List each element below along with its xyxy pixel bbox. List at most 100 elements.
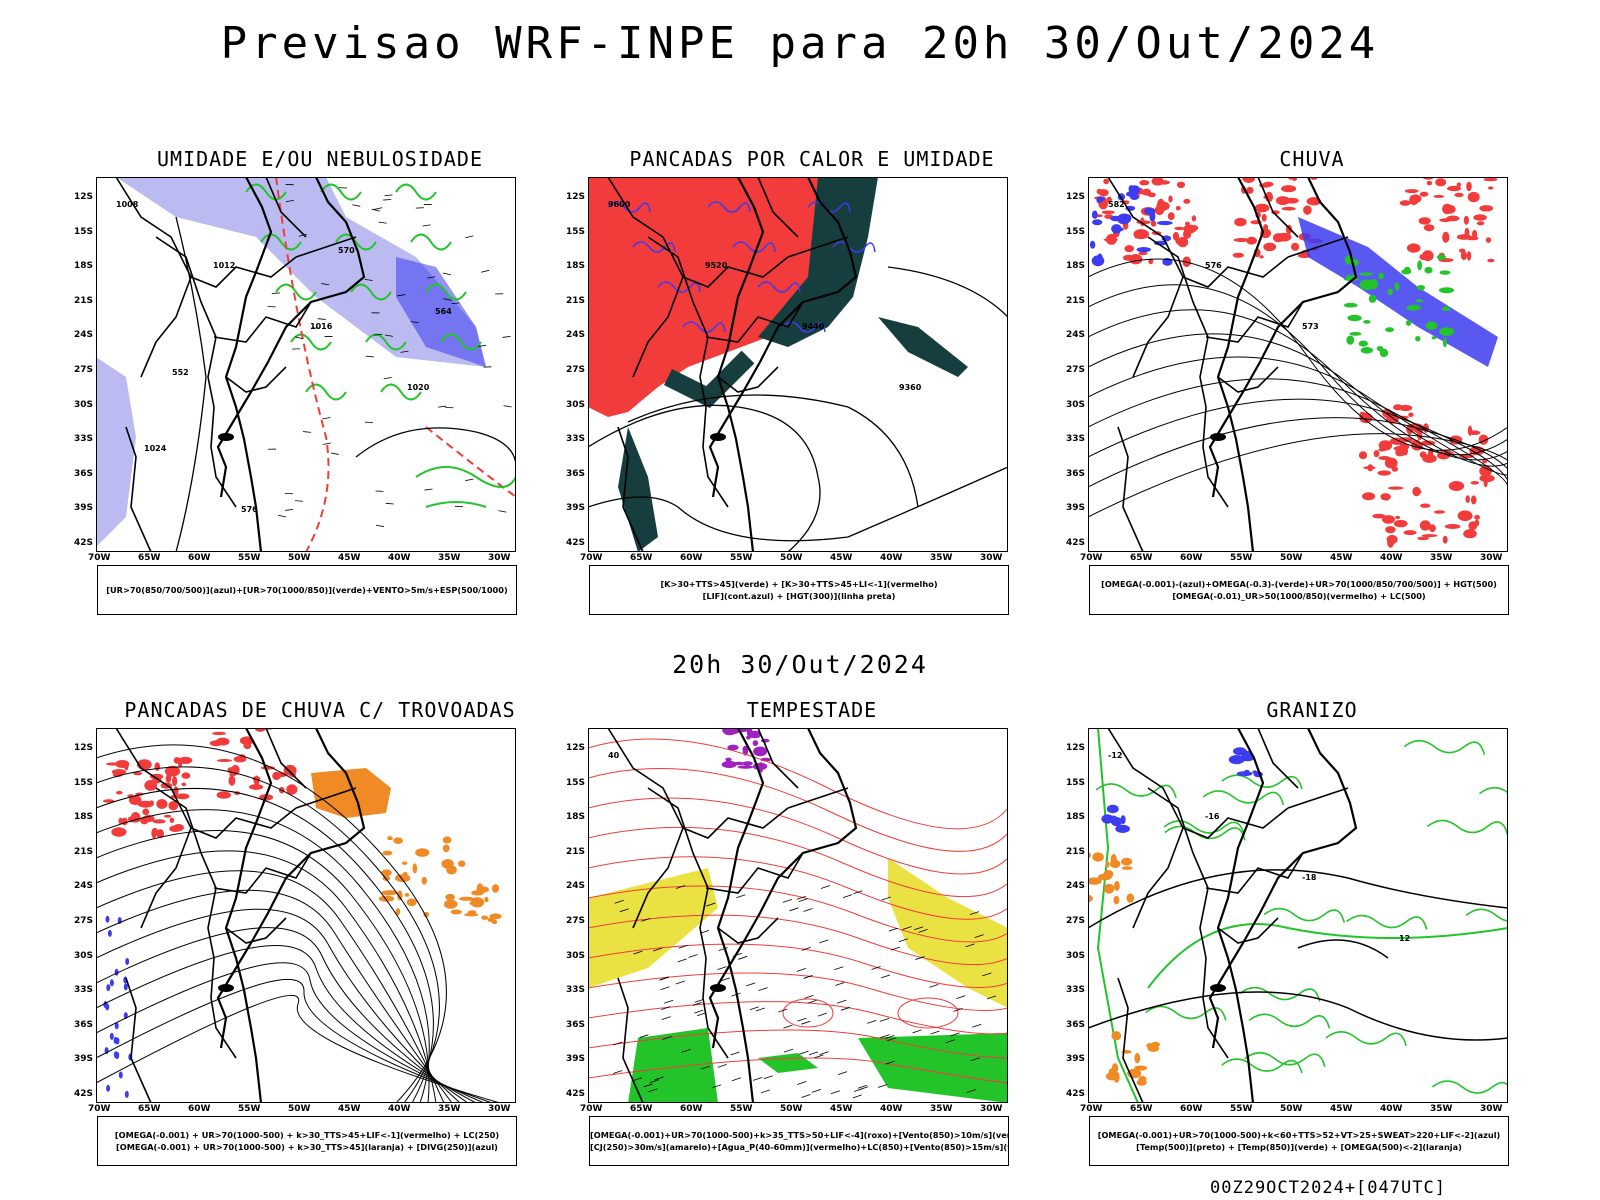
lon-tick-label: 30W: [1480, 553, 1503, 563]
state-border: [115, 177, 297, 288]
thunderstorm-cell-red: [111, 769, 127, 775]
divergence-marker: [114, 1022, 119, 1030]
wind-vector: [678, 944, 688, 949]
contour-label: 573: [1302, 322, 1319, 331]
rain-cell-green: [1439, 270, 1451, 275]
lon-tick-label: 50W: [288, 1104, 311, 1114]
map-chuva: 582 576 573: [1088, 177, 1508, 552]
wind-vector: [956, 995, 966, 999]
hail-cell-blue: [1235, 757, 1248, 762]
wind-vector: [746, 982, 756, 987]
wind-vector: [660, 986, 670, 991]
wind-vector: [442, 272, 452, 276]
rain-cell-red: [1442, 203, 1452, 215]
lifted-index-contour: [632, 241, 676, 253]
rain-cell-red: [1150, 220, 1157, 227]
panel-title: UMIDADE E/OU NEBULOSIDADE: [156, 147, 484, 171]
wind-vector: [711, 1084, 722, 1089]
wind-vector: [888, 927, 899, 932]
lat-tick-label: 18S: [74, 261, 94, 272]
rain-cell-red: [1191, 215, 1197, 222]
wind-vector: [619, 908, 629, 913]
lon-tick-label: 65W: [630, 1104, 653, 1114]
lat-tick-label: 18S: [74, 812, 94, 823]
rain-cell-red: [1242, 177, 1256, 183]
rain-cell-red: [1483, 477, 1488, 488]
divergence-marker: [118, 1071, 123, 1079]
state-border: [757, 728, 799, 789]
lat-tick-label: 36S: [1066, 468, 1086, 479]
state-border: [1202, 406, 1229, 508]
rain-cell-red: [1456, 182, 1461, 188]
wind-vector: [859, 1086, 869, 1090]
rain-cell-red: [1470, 495, 1477, 505]
rain-cell-green: [1363, 320, 1371, 324]
streamline: [1088, 398, 1508, 499]
coastline: [224, 177, 273, 552]
wind-vector: [364, 279, 373, 281]
wind-vector: [692, 1002, 702, 1006]
low-humidity-contour: [395, 183, 437, 201]
wind-vector: [796, 895, 806, 900]
divergence-marker: [106, 984, 111, 992]
coastline: [1216, 728, 1265, 1103]
lifted-index-contour: [607, 201, 651, 213]
wind-vector: [303, 431, 312, 433]
temp-500-contour: [1297, 939, 1389, 959]
lat-tick-label: 18S: [1066, 261, 1086, 272]
legend-line: [OMEGA(-0.001)-(azul)+OMEGA(-0.3)-(verde…: [1101, 579, 1497, 589]
severe-cell-purple: [753, 746, 768, 757]
contour-label: 570: [338, 246, 355, 255]
rain-cell-red: [1177, 236, 1189, 248]
rain-cell-green: [1417, 260, 1422, 271]
height-contour: [588, 404, 821, 552]
thunderstorm-cell-red: [229, 773, 236, 777]
map-layer: 1008 1012 1016 1020 1024 576 570 564 552: [96, 177, 516, 552]
wind-vector: [885, 1035, 895, 1039]
lon-tick-label: 35W: [438, 553, 461, 563]
lifted-index-contour: [732, 241, 776, 253]
lat-tick-label: 33S: [74, 434, 94, 445]
state-border: [702, 957, 729, 1059]
temp-500-contour: [1088, 869, 1508, 929]
state-border: [647, 787, 709, 959]
lon-tick-label: 55W: [238, 553, 261, 563]
state-border: [155, 236, 217, 408]
convective-cell-orange: [445, 893, 455, 901]
lat-tick-label: 27S: [566, 916, 586, 926]
lat-tick-label: 30S: [1066, 399, 1086, 410]
contour-label: 1016: [310, 322, 333, 331]
wind-vector: [789, 907, 799, 912]
wind-vector: [321, 283, 330, 286]
temp-850-contour: [1325, 1031, 1407, 1047]
rain-cell-red: [1470, 481, 1479, 485]
streamline: [96, 927, 469, 1103]
contour-label: 9600: [608, 200, 631, 209]
rain-cell-green: [1368, 294, 1377, 303]
low-humidity-contour: [425, 283, 467, 301]
hail-cell-blue: [1115, 824, 1130, 833]
thunderstorm-cell-red: [103, 799, 115, 803]
map-layer: [96, 728, 502, 1103]
lon-tick-label: 30W: [980, 1104, 1003, 1114]
severe-cell-purple: [752, 740, 759, 746]
lon-tick-label: 70W: [1080, 1104, 1103, 1114]
rain-cell-red: [1434, 510, 1445, 514]
lat-tick-label: 27S: [566, 365, 586, 375]
wind-vector: [294, 500, 303, 502]
panel-trovoadas: PANCADAS DE CHUVA C/ TROVOADAS [OMEGA(-0…: [74, 698, 560, 1193]
rain-cell-green: [1431, 336, 1437, 340]
convective-cell-orange: [387, 836, 393, 841]
rain-cell-red: [1183, 229, 1192, 239]
lifted-index-contour: [682, 321, 726, 333]
streamline: [96, 850, 437, 1103]
thunderstorm-cell-red: [156, 799, 168, 809]
omega-cell-orange: [1113, 1071, 1120, 1083]
lon-tick-label: 65W: [138, 553, 161, 563]
low-humidity-contour: [350, 283, 392, 301]
lon-tick-label: 30W: [980, 553, 1003, 563]
wind-vector: [384, 334, 394, 337]
rain-cell-green: [1408, 304, 1420, 310]
lon-tick-label: 50W: [1280, 1104, 1303, 1114]
temp-850-contour: [1465, 908, 1508, 922]
